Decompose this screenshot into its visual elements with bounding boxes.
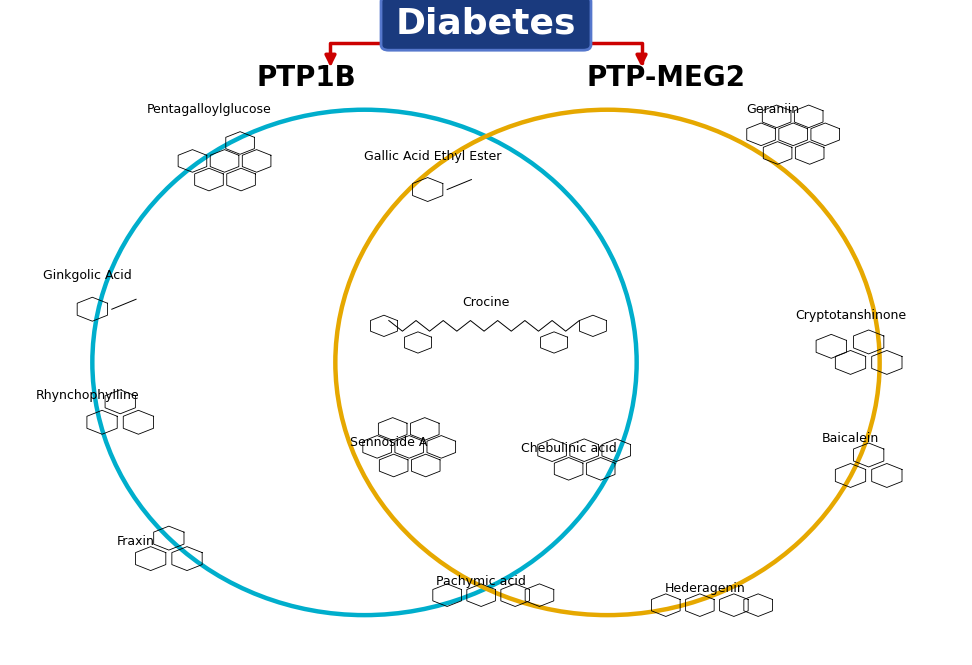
Text: Rhynchophylline: Rhynchophylline: [36, 389, 139, 402]
FancyBboxPatch shape: [381, 0, 591, 50]
Text: PTP-MEG2: PTP-MEG2: [586, 65, 746, 92]
Text: Ginkgolic Acid: Ginkgolic Acid: [43, 269, 132, 283]
Text: Gallic Acid Ethyl Ester: Gallic Acid Ethyl Ester: [364, 150, 502, 163]
Text: Chebulinic acid: Chebulinic acid: [521, 442, 616, 456]
Text: Crocine: Crocine: [463, 296, 509, 309]
Text: PTP1B: PTP1B: [257, 65, 356, 92]
Text: Fraxin: Fraxin: [118, 535, 155, 549]
Text: Cryptotanshinone: Cryptotanshinone: [795, 309, 906, 323]
Text: Diabetes: Diabetes: [396, 6, 576, 41]
Text: Hederagenin: Hederagenin: [664, 582, 746, 595]
Text: Baicalein: Baicalein: [822, 432, 879, 446]
Text: Sennoside A: Sennoside A: [350, 436, 428, 449]
Text: Pachymic acid: Pachymic acid: [436, 575, 526, 589]
Text: Pentagalloylglucose: Pentagalloylglucose: [147, 103, 271, 116]
Text: Geraniin: Geraniin: [746, 103, 799, 116]
